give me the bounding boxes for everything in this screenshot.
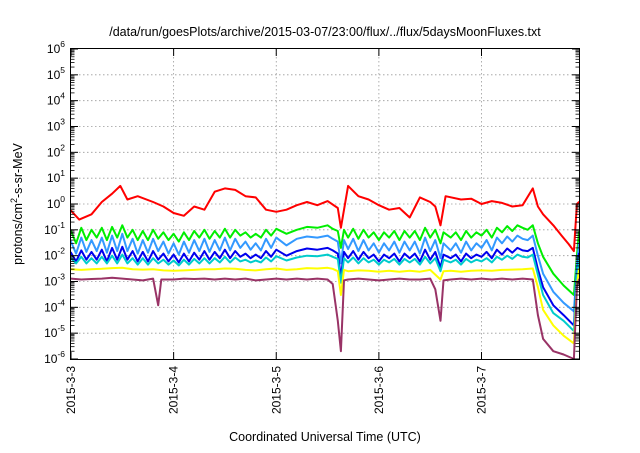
y-tick-label: 106 (47, 39, 65, 56)
y-tick-label: 100 (47, 194, 65, 211)
y-axis: 10610510410310210110010-110-210-310-410-… (44, 39, 579, 366)
x-tick-label: 2015-3-5 (269, 366, 283, 414)
y-tick-exponent: 3 (60, 117, 65, 127)
y-tick-exponent: -6 (57, 349, 65, 359)
series-line-6 (70, 266, 580, 345)
x-tick-label: 2015-3-3 (64, 366, 78, 414)
y-tick-exponent: 6 (60, 39, 65, 49)
y-tick-exponent: -2 (57, 246, 65, 256)
x-tick-label: 2015-3-6 (372, 366, 386, 414)
y-tick-exponent: 4 (60, 91, 65, 101)
chart-title: /data/run/goesPlots/archive/2015-03-07/2… (109, 25, 541, 39)
y-tick-base: 10 (47, 197, 61, 211)
y-axis-label-prefix: protons/cm (11, 203, 25, 265)
y-tick-label: 10-5 (44, 323, 65, 340)
y-tick-label: 10-4 (44, 297, 65, 314)
x-axis-label: Coordinated Universal Time (UTC) (229, 430, 421, 444)
y-tick-base: 10 (44, 352, 58, 366)
y-tick-base: 10 (47, 120, 61, 134)
series-line-7 (70, 276, 580, 360)
y-tick-base: 10 (44, 275, 58, 289)
y-tick-base: 10 (47, 145, 61, 159)
series-line-4 (70, 245, 580, 327)
y-tick-base: 10 (47, 68, 61, 82)
plot-frame (70, 48, 580, 360)
y-tick-base: 10 (44, 249, 58, 263)
x-tick-label: 2015-3-7 (475, 366, 489, 414)
y-tick-exponent: 1 (60, 168, 65, 178)
y-tick-base: 10 (47, 94, 61, 108)
y-tick-exponent: -1 (57, 220, 65, 230)
y-tick-exponent: 5 (60, 65, 65, 75)
y-tick-exponent: -3 (57, 272, 65, 282)
y-tick-label: 101 (47, 168, 65, 185)
y-tick-exponent: 2 (60, 142, 65, 152)
y-axis-label: protons/cm2-s-sr-MeV (9, 142, 25, 264)
y-tick-exponent: 0 (60, 194, 65, 204)
y-tick-base: 10 (44, 223, 58, 237)
y-tick-exponent: -5 (57, 323, 65, 333)
y-tick-label: 105 (47, 65, 65, 82)
series-line-2 (70, 224, 580, 296)
series-line-5 (70, 253, 580, 333)
y-axis-label-sup: 2 (9, 198, 19, 203)
series-line-1 (70, 184, 580, 253)
series-line-3 (70, 232, 580, 313)
y-tick-label: 10-3 (44, 272, 65, 289)
x-tick-label: 2015-3-4 (167, 366, 181, 414)
y-tick-label: 10-1 (44, 220, 65, 237)
series-group (70, 184, 580, 360)
y-tick-label: 102 (47, 142, 65, 159)
y-tick-base: 10 (47, 42, 61, 56)
y-tick-exponent: -4 (57, 297, 65, 307)
y-tick-label: 104 (47, 91, 65, 108)
y-tick-base: 10 (47, 171, 61, 185)
y-axis-label-suffix: -s-sr-MeV (11, 142, 25, 198)
y-tick-label: 10-6 (44, 349, 65, 366)
y-tick-label: 10-2 (44, 246, 65, 263)
x-axis: 2015-3-3 2015-3-4 2015-3-5 2015-3-6 2015-3-7 (64, 49, 489, 414)
y-tick-base: 10 (44, 326, 58, 340)
y-tick-base: 10 (44, 300, 58, 314)
y-tick-label: 103 (47, 117, 65, 134)
